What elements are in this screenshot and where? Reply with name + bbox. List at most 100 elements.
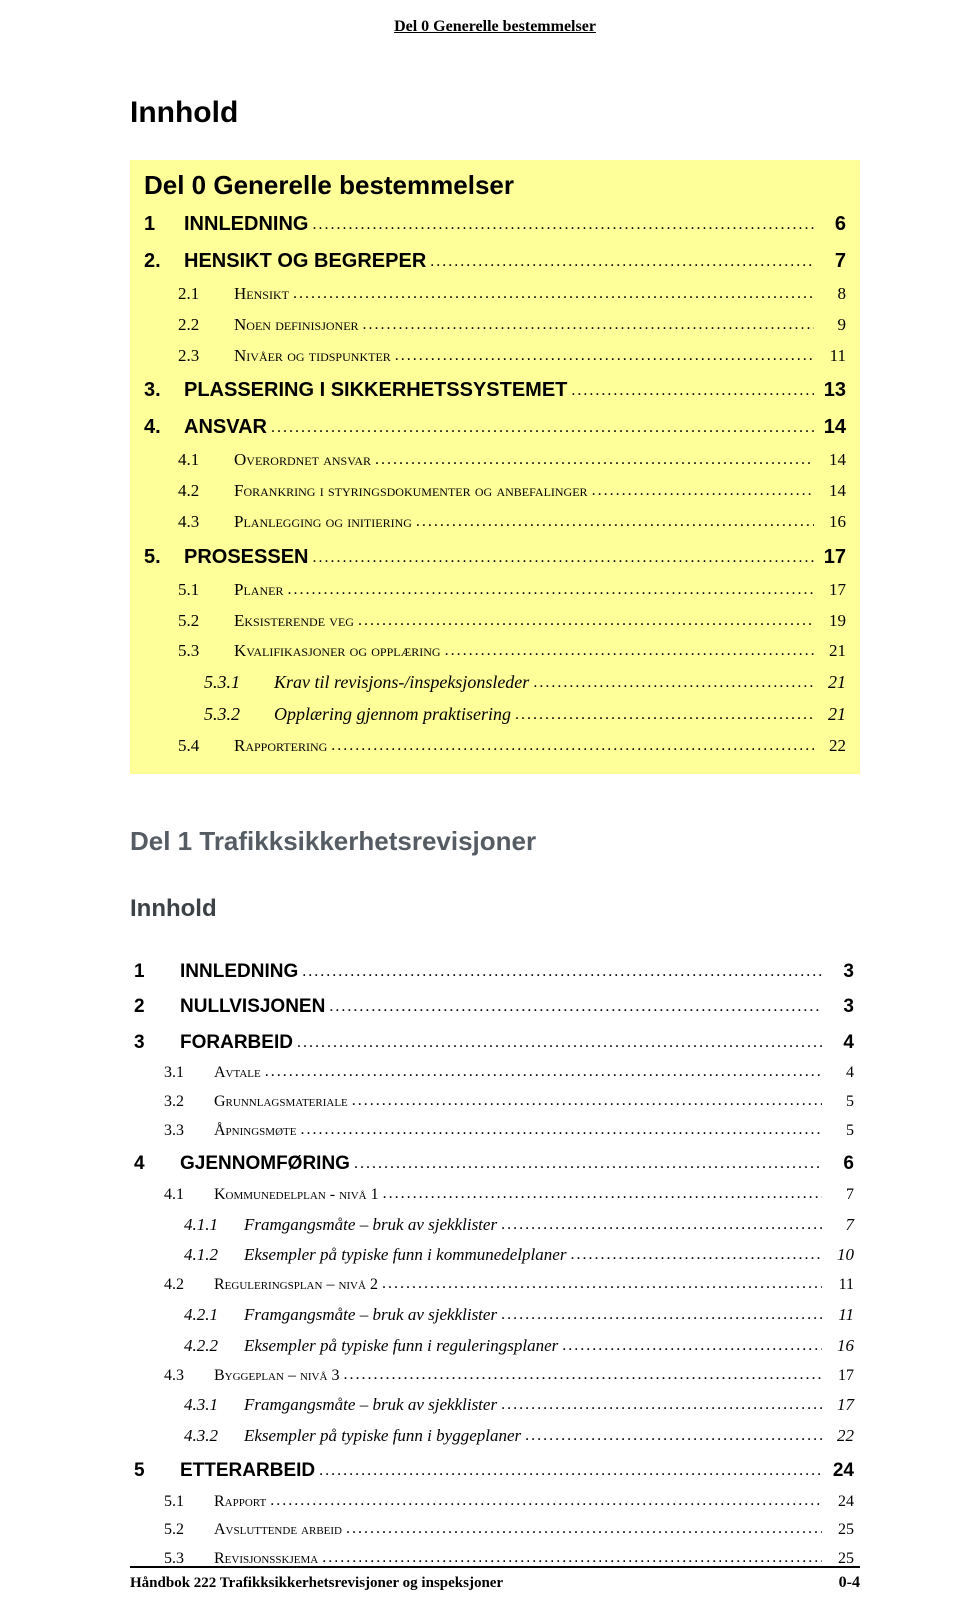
toc-entry-number: 5.1: [134, 1490, 214, 1515]
toc-entry-page: 14: [818, 478, 846, 504]
toc-entry: 3.3Åpningsmøte 5: [134, 1119, 854, 1144]
toc-entry: 5.1Rapport24: [134, 1490, 854, 1515]
leader-dots: [270, 1489, 822, 1514]
toc-entry: 5ETTERARBEID24: [134, 1456, 854, 1485]
toc-entry-page: 11: [826, 1273, 854, 1298]
toc-entry-page: 24: [826, 1490, 854, 1515]
toc-entry-page: 21: [818, 638, 846, 664]
leader-dots: [300, 1118, 822, 1143]
leader-dots: [271, 416, 814, 441]
leader-dots: [265, 1060, 822, 1085]
toc-entry-label: Byggeplan – nivå 3: [214, 1364, 339, 1389]
toc-entry-page: 16: [818, 509, 846, 535]
toc-entry-page: 7: [826, 1183, 854, 1208]
toc-entry-number: 4: [134, 1149, 180, 1178]
toc-entry-page: 6: [826, 1149, 854, 1178]
leader-dots: [562, 1334, 822, 1359]
toc-entry: 3.2Grunnlagsmateriale5: [134, 1090, 854, 1115]
toc-entry: 4.1Kommunedelplan - nivå 17: [134, 1183, 854, 1208]
toc-entry-number: 5: [134, 1456, 180, 1485]
toc-entry-page: 4: [826, 1028, 854, 1057]
toc-entry-number: 1: [144, 209, 184, 240]
leader-dots: [354, 1152, 822, 1177]
toc-entry: 1INNLEDNING 6: [144, 209, 846, 240]
footer-page-number: 0-4: [839, 1574, 860, 1592]
toc-entry-label: Åpningsmøte: [214, 1119, 296, 1144]
toc-entry-page: 3: [826, 992, 854, 1021]
toc-entry-page: 21: [818, 669, 846, 697]
leader-dots: [525, 1424, 822, 1449]
toc-entry: 3.1Avtale4: [134, 1061, 854, 1086]
toc-entry: 5.1Planer17: [144, 577, 846, 604]
toc-entry-number: 4.1: [134, 1183, 214, 1208]
toc-entry-page: 5: [826, 1119, 854, 1144]
toc-entry-label: FORARBEID: [180, 1028, 293, 1057]
toc-entry-number: 5.3.1: [144, 669, 274, 697]
leader-dots: [533, 671, 814, 696]
toc-entry: 4.1.1Framgangsmåte – bruk av sjekklister…: [134, 1212, 854, 1239]
toc-entry-page: 6: [818, 209, 846, 240]
toc-entry: 5.2Avsluttende arbeid 25: [134, 1518, 854, 1543]
leader-dots: [346, 1517, 822, 1542]
toc-entry-number: 4.2: [134, 1273, 214, 1298]
toc-entry-page: 11: [826, 1302, 854, 1328]
toc-entry-number: 2: [134, 992, 180, 1021]
page-title: Innhold: [130, 96, 860, 130]
toc-entry-label: Framgangsmåte – bruk av sjekklister: [244, 1302, 497, 1328]
leader-dots: [358, 609, 814, 634]
toc-entry-label: HENSIKT OG BEGREPER: [184, 246, 426, 277]
leader-dots: [501, 1393, 822, 1418]
toc-list-0: 1INNLEDNING62.HENSIKT OG BEGREPER72.1Hen…: [144, 209, 846, 760]
leader-dots: [352, 1089, 822, 1114]
toc-entry-label: Framgangsmåte – bruk av sjekklister: [244, 1212, 497, 1238]
toc-entry-number: 5.4: [144, 733, 234, 759]
leader-dots: [302, 960, 822, 985]
leader-dots: [501, 1303, 822, 1328]
toc-entry-label: Avsluttende arbeid: [214, 1518, 342, 1543]
leader-dots: [297, 1031, 822, 1056]
toc-entry-label: INNLEDNING: [184, 209, 308, 240]
toc-entry-label: Grunnlagsmateriale: [214, 1090, 348, 1115]
leader-dots: [375, 448, 814, 473]
toc-entry-label: Kvalifikasjoner og opplæring: [234, 638, 441, 664]
toc-entry-number: 5.1: [144, 577, 234, 603]
leader-dots: [329, 995, 822, 1020]
leader-dots: [501, 1213, 822, 1238]
leader-dots: [430, 250, 814, 275]
toc-entry-page: 17: [818, 577, 846, 603]
toc-entry-label: Noen definisjoner: [234, 312, 359, 338]
toc-entry-label: ETTERARBEID: [180, 1456, 315, 1485]
toc-entry-label: NULLVISJONEN: [180, 992, 325, 1021]
toc-entry-label: Reguleringsplan – nivå 2: [214, 1273, 378, 1298]
toc-entry-label: Nivåer og tidspunkter: [234, 343, 391, 369]
toc-entry-label: PROSESSEN: [184, 542, 308, 573]
header-text: Del 0 Generelle bestemmelser: [394, 18, 596, 35]
page-header: Del 0 Generelle bestemmelser: [130, 18, 860, 36]
toc-entry: 5.3.1Krav til revisjons-/inspeksjonslede…: [144, 669, 846, 697]
toc-entry-page: 7: [826, 1212, 854, 1238]
toc-entry-number: 2.1: [144, 281, 234, 307]
toc-entry: 4.1Overordnet ansvar14: [144, 447, 846, 474]
toc-entry-label: Planlegging og initiering: [234, 509, 412, 535]
toc-entry-page: 25: [826, 1518, 854, 1543]
toc-entry-page: 3: [826, 957, 854, 986]
leader-dots: [382, 1272, 822, 1297]
page-footer: Håndbok 222 Trafikksikkerhetsrevisjoner …: [130, 1566, 860, 1592]
toc-entry-label: Opplæring gjennom praktisering: [274, 701, 511, 729]
toc-entry-page: 10: [826, 1242, 854, 1268]
footer-rule: [130, 1566, 860, 1568]
toc-entry-page: 17: [826, 1392, 854, 1418]
toc-entry-number: 5.2: [134, 1518, 214, 1543]
toc-entry-page: 19: [818, 608, 846, 634]
toc-entry: 2NULLVISJONEN 3: [134, 992, 854, 1021]
toc-entry-number: 2.2: [144, 312, 234, 338]
toc-entry-page: 21: [818, 701, 846, 729]
toc-entry-number: 3.3: [134, 1119, 214, 1144]
toc-entry-number: 2.: [144, 246, 184, 277]
toc-entry: 4.3.1Framgangsmåte – bruk av sjekklister…: [134, 1392, 854, 1419]
toc-entry: 2.1Hensikt8: [144, 281, 846, 308]
leader-dots: [592, 479, 814, 504]
toc-entry: 4GJENNOMFØRING6: [134, 1149, 854, 1178]
toc-entry-number: 4.1.1: [134, 1212, 244, 1238]
toc-entry: 4.2.1Framgangsmåte – bruk av sjekklister…: [134, 1302, 854, 1329]
